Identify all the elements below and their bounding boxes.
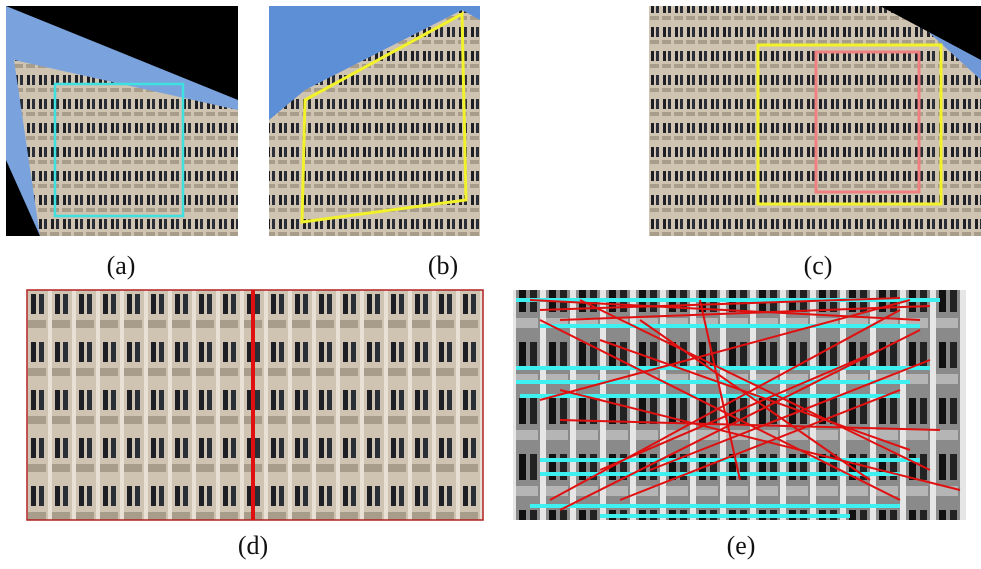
panel-e [513, 290, 966, 520]
panel-a [6, 6, 238, 236]
panel-label: (a) [107, 251, 136, 280]
panel-c [649, 6, 981, 236]
panel-label: (c) [804, 251, 833, 280]
panel-label: (e) [727, 531, 756, 560]
panel-d [26, 289, 484, 521]
panel-b [269, 6, 480, 236]
panel-label: (d) [238, 531, 268, 560]
panel-label: (b) [428, 251, 458, 280]
